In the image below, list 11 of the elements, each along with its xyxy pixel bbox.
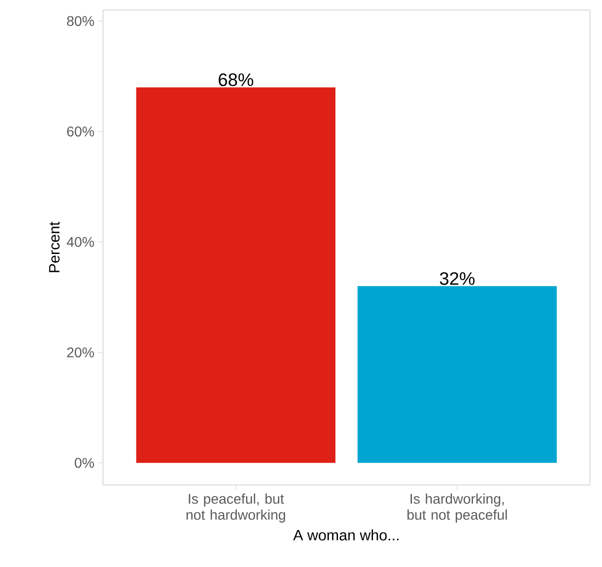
- x-axis-title: A woman who...: [293, 529, 398, 540]
- y-tick-label: 60%: [67, 126, 94, 136]
- y-tick-label: 80%: [67, 16, 94, 26]
- y-tick-label: 40%: [66, 237, 94, 247]
- data-label: 32%: [440, 272, 475, 285]
- y-axis-title: Percent: [49, 222, 60, 272]
- x-tick-label: Is hardworking, but not peaceful: [408, 494, 507, 523]
- y-tick-label: 0%: [74, 458, 94, 468]
- x-tick-label: Is peaceful, but not hardworking: [186, 494, 286, 523]
- data-label: 68%: [218, 73, 254, 86]
- y-tick-label: 20%: [67, 347, 94, 358]
